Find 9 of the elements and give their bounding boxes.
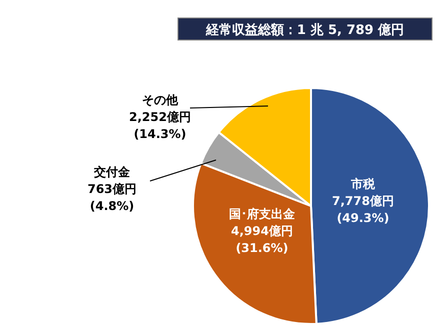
data-label: 763億円 (4.8%) — [87, 182, 137, 213]
data-label: 7,778億円 (49.3%) — [332, 194, 394, 225]
slice-label: 国･府支出金 — [229, 207, 296, 221]
data-label: 2,252億円 (14.3%) — [129, 110, 191, 141]
slice-label: 交付金 — [93, 165, 131, 179]
chart-title: 経常収益総額：1 兆 5, 789 億円 — [204, 22, 404, 38]
slice-label: 市税 — [350, 177, 376, 191]
slice-label: その他 — [142, 93, 179, 107]
data-label: 4,994億円 (31.6%) — [231, 224, 293, 255]
